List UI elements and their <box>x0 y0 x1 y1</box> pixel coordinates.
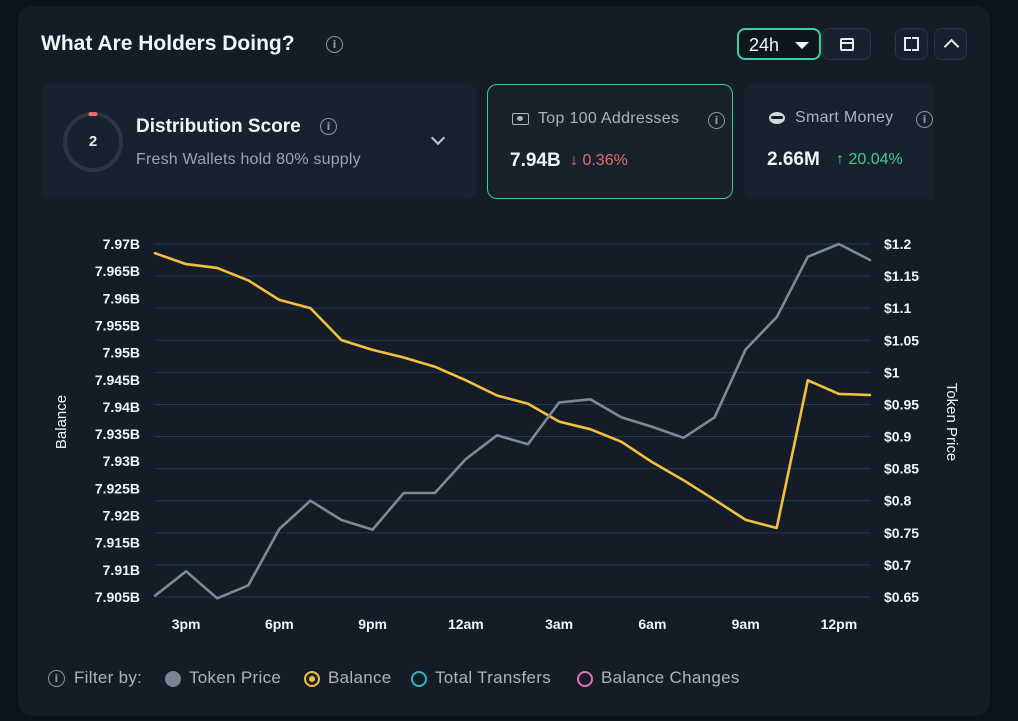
left-tick-label: 7.915B <box>95 535 140 551</box>
x-tick-label: 9am <box>732 616 760 632</box>
right-tick-label: $1.05 <box>884 332 919 348</box>
x-tick-label: 6am <box>638 616 666 632</box>
balance-line[interactable] <box>155 253 870 528</box>
left-axis-title: Balance <box>53 395 70 449</box>
left-tick-label: 7.905B <box>95 589 140 605</box>
right-tick-label: $1.1 <box>884 300 911 316</box>
right-tick-label: $0.7 <box>884 557 911 573</box>
x-axis-ticks: 3pm 6pm 9pm 12am 3am 6am 9am 12pm <box>172 616 858 632</box>
info-icon: i <box>48 670 65 687</box>
right-tick-label: $0.8 <box>884 493 911 509</box>
left-tick-label: 7.92B <box>103 508 140 524</box>
left-axis-ticks: 7.97B 7.965B 7.96B 7.955B 7.95B 7.945B 7.94B 7.… <box>95 236 140 605</box>
left-tick-label: 7.94B <box>103 399 140 415</box>
left-tick-label: 7.91B <box>103 562 140 578</box>
right-tick-label: $0.65 <box>884 589 919 605</box>
right-tick-label: $0.9 <box>884 429 911 445</box>
filter-label: Filter by: <box>74 668 142 688</box>
left-tick-label: 7.95B <box>103 345 140 361</box>
legend-dot-icon <box>304 671 320 687</box>
right-tick-label: $0.95 <box>884 396 919 412</box>
right-tick-label: $1 <box>884 364 900 380</box>
left-tick-label: 7.97B <box>103 236 140 252</box>
legend-dot-icon <box>411 671 427 687</box>
chart-series <box>155 244 870 598</box>
x-tick-label: 3pm <box>172 616 201 632</box>
left-tick-label: 7.935B <box>95 426 140 442</box>
legend-dot-icon <box>165 671 181 687</box>
x-tick-label: 12am <box>448 616 484 632</box>
legend-dot-icon <box>577 671 593 687</box>
x-tick-label: 6pm <box>265 616 294 632</box>
right-tick-label: $1.15 <box>884 268 919 284</box>
left-tick-label: 7.96B <box>103 290 140 306</box>
token-price-line[interactable] <box>155 244 870 598</box>
right-tick-label: $0.75 <box>884 525 919 541</box>
left-tick-label: 7.945B <box>95 372 140 388</box>
right-axis-ticks: $1.2 $1.15 $1.1 $1.05 $1 $0.95 $0.9 $0.85 $0.8 $0… <box>884 236 919 605</box>
chart-grid <box>155 244 870 597</box>
left-tick-label: 7.925B <box>95 480 140 496</box>
x-tick-label: 3am <box>545 616 573 632</box>
right-axis-title: Token Price <box>943 383 960 461</box>
holders-chart: 7.97B 7.965B 7.96B 7.955B 7.95B 7.945B 7.94B 7.… <box>0 0 1018 721</box>
left-tick-label: 7.955B <box>95 317 140 333</box>
left-tick-label: 7.93B <box>103 453 140 469</box>
right-tick-label: $0.85 <box>884 461 919 477</box>
left-tick-label: 7.965B <box>95 263 140 279</box>
x-tick-label: 9pm <box>358 616 387 632</box>
right-tick-label: $1.2 <box>884 236 911 252</box>
x-tick-label: 12pm <box>821 616 858 632</box>
